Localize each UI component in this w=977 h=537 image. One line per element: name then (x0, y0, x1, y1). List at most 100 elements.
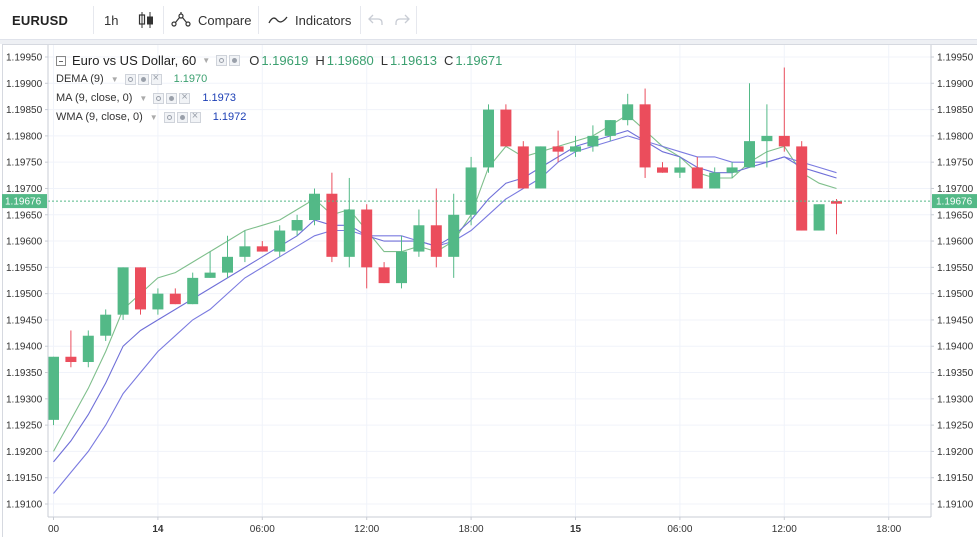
chart-frame (2, 44, 977, 537)
candle-up (709, 172, 721, 189)
dema-legend: DEMA (9) ▼ 1.1970 (56, 72, 208, 86)
price-tick-label: 1.19150 (6, 473, 43, 484)
time-tick-label: 15 (570, 524, 582, 535)
price-tick-label: 1.19450 (6, 315, 43, 326)
indicator-name: DEMA (9) (56, 73, 104, 85)
price-tick-label: 1.19300 (6, 394, 43, 405)
time-tick-label: 12:00 (772, 524, 797, 535)
candle-up (82, 335, 94, 363)
collapse-legend-icon[interactable] (56, 55, 66, 66)
indicators-button[interactable]: Indicators (268, 0, 351, 40)
main-series-legend: Euro vs US Dollar, 60 ▼ O 1.19619 H 1.19… (56, 53, 502, 68)
remove-indicator-icon[interactable] (179, 91, 191, 104)
candle-up (117, 267, 129, 315)
price-tick-label: 1.19750 (6, 158, 43, 169)
candle-up (48, 356, 59, 420)
time-tick-label: 18:00 (459, 524, 484, 535)
time-tick-label: 14 (152, 524, 164, 535)
price-tick-label: 1.19200 (6, 447, 43, 458)
legend-menu-arrow-icon[interactable]: ▼ (110, 74, 119, 84)
price-tick-label: 1.19700 (6, 184, 43, 195)
last-price-line: 1.19676 1.19676 (2, 194, 977, 209)
candle-up (604, 120, 616, 136)
interval-button[interactable]: 1h (104, 12, 119, 28)
candle-up (413, 225, 425, 252)
candle-up (309, 193, 320, 221)
symbol-label[interactable]: EURUSD (12, 12, 69, 28)
low-label: L (380, 53, 388, 68)
price-tick-label: 1.19650 (6, 210, 43, 221)
price-chart[interactable]: 1.19676 1.19676 1.191001.191501.192001.19… (0, 44, 977, 537)
price-tick-label: 1.19950 (6, 53, 43, 64)
left-price-axis: 1.19100 1.19150 1.19200 1.19250 1.19300 1.193… (6, 45, 49, 517)
candle-up (396, 251, 407, 284)
settings-icon[interactable] (166, 92, 178, 104)
price-tick-label: 1.19600 (937, 237, 974, 248)
price-tick-label: 1.19400 (6, 342, 43, 353)
candle-down (500, 109, 512, 147)
settings-icon[interactable] (137, 73, 149, 85)
indicator-name: WMA (9, close, 0) (56, 111, 143, 123)
indicator-value: 1.1970 (173, 73, 208, 85)
candle-up (222, 256, 233, 273)
candle-up (100, 314, 112, 336)
close-label: C (443, 53, 454, 68)
candle-up (761, 135, 773, 142)
candle-down (796, 146, 808, 231)
settings-icon[interactable] (229, 55, 241, 66)
indicator-lines (53, 114, 837, 494)
price-tick-label: 1.19200 (937, 447, 974, 458)
price-tick-label: 1.19750 (937, 158, 974, 169)
price-tick-label: 1.19950 (937, 53, 974, 64)
legend-menu-arrow-icon[interactable]: ▼ (139, 93, 148, 103)
remove-indicator-icon[interactable] (150, 72, 162, 85)
price-tick-label: 1.19900 (6, 79, 43, 90)
indicators-icon (268, 16, 288, 24)
candle-up (674, 167, 686, 173)
redo-icon (395, 14, 410, 25)
price-tick-label: 1.19850 (6, 105, 43, 116)
close-value: 1.19671 (455, 53, 503, 68)
indicators-label: Indicators (295, 12, 352, 28)
candle-up (622, 104, 634, 121)
candle-up (570, 146, 581, 152)
time-tick-label: 12:00 (354, 524, 379, 535)
compare-button[interactable]: Compare (171, 0, 251, 40)
high-label: H (315, 53, 325, 68)
price-tick-label: 1.19850 (937, 105, 974, 116)
top-toolbar: EURUSD 1h Compare Indicators (0, 0, 977, 40)
candle-down (361, 209, 373, 268)
price-tick-label: 1.19250 (6, 421, 43, 432)
settings-icon[interactable] (176, 111, 188, 123)
undo-button[interactable] (368, 0, 384, 40)
legend-menu-arrow-icon[interactable]: ▼ (202, 56, 211, 65)
wma-line (53, 130, 837, 463)
remove-indicator-icon[interactable] (189, 110, 201, 123)
redo-button[interactable] (394, 0, 410, 40)
visibility-icon[interactable] (124, 73, 136, 85)
visibility-icon[interactable] (216, 55, 228, 66)
candle-down (326, 193, 338, 257)
candle-down (65, 356, 77, 363)
chart-type-button[interactable] (138, 0, 154, 40)
toolbar-divider (258, 6, 259, 34)
candle-up (744, 141, 755, 168)
toolbar-divider (163, 6, 164, 34)
compare-label: Compare (198, 12, 252, 28)
compare-icon (171, 12, 191, 27)
candle-up (587, 135, 599, 147)
visibility-icon[interactable] (163, 111, 175, 123)
visibility-icon[interactable] (153, 92, 165, 104)
time-axis: 00 14 06:00 12:00 18:00 15 06:00 12:00 18:00 (48, 516, 931, 535)
price-tick-label: 1.19600 (6, 237, 43, 248)
legend-menu-arrow-icon[interactable]: ▼ (149, 112, 158, 122)
price-tick-label: 1.19400 (937, 342, 974, 353)
candle-up (465, 167, 477, 215)
candle-up (239, 246, 251, 257)
dema-line (53, 114, 837, 452)
price-tick-label: 1.19500 (937, 289, 974, 300)
indicator-value: 1.1972 (212, 111, 247, 123)
wma-legend: WMA (9, close, 0) ▼ 1.1972 (56, 110, 247, 124)
price-tick-label: 1.19700 (937, 184, 974, 195)
price-tick-label: 1.19800 (6, 131, 43, 142)
